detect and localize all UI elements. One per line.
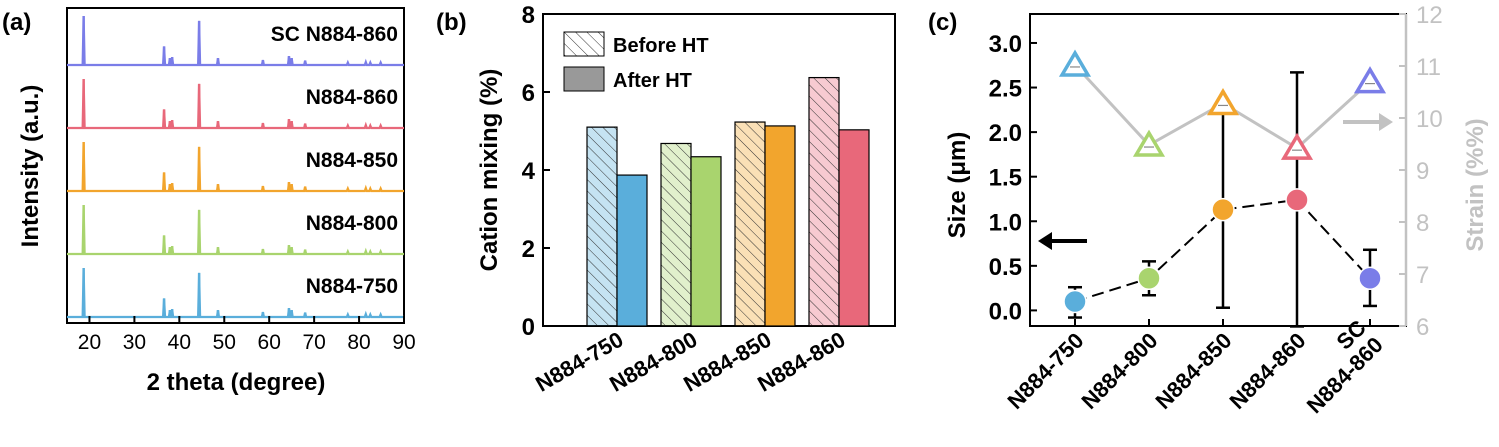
xrd-trace-5: N884-750 [67, 267, 404, 319]
legend-swatch-after [563, 66, 605, 92]
xrd-trace-1: SC N884-860 [67, 15, 404, 67]
y-tick-label: 1.0 [989, 209, 1022, 236]
panel-a-label: (a) [2, 9, 31, 36]
panel-b: (b) N884-750N884-800N884-850N884-8600246… [436, 2, 896, 397]
xrd-series-label: N884-750 [306, 275, 398, 298]
size-line [1074, 198, 1371, 303]
xrd-trace-3: N884-850 [67, 141, 404, 193]
y-tick-label: 8 [522, 2, 535, 29]
y-tick-label: 0.5 [989, 254, 1022, 281]
size-point-2 [1137, 266, 1161, 291]
size-point-5 [1358, 266, 1382, 291]
strain-point-1 [1058, 49, 1092, 77]
x-tick-label: 20 [78, 331, 101, 354]
bar-after-n884-850 [764, 125, 796, 327]
panel-a: (a) SC N884-860 N884-860 N884-850 N884-800 N… [2, 7, 416, 396]
bar-before-hatch [586, 126, 618, 327]
panel-b-ylabel: Cation mixing (%) [476, 69, 503, 272]
y2-tick-label: 11 [1416, 54, 1441, 81]
y2-tick-label: 12 [1416, 2, 1443, 29]
y-tick-label: 2.0 [989, 120, 1022, 147]
bar-after-n884-860 [838, 129, 870, 327]
size-point-4 [1285, 188, 1309, 212]
y-tick-label: 0 [522, 314, 535, 341]
y-tick-label: 2 [522, 236, 535, 263]
category-label: SCN884-860 [1285, 315, 1388, 418]
panel-a-xlabel: 2 theta (degree) [147, 369, 326, 396]
category-label: N884-750 [1003, 328, 1089, 414]
y-tick-label: 6 [522, 80, 535, 107]
panel-a-traces: SC N884-860 N884-860 N884-850 N884-800 N884-… [67, 15, 404, 319]
bar-before-hatch [660, 142, 692, 327]
xrd-series-label: SC N884-860 [271, 23, 398, 46]
strain-point-3 [1206, 88, 1240, 116]
xrd-trace-2: N884-860 [67, 78, 404, 130]
strain-point-2 [1132, 129, 1166, 157]
panel-a-frame [66, 7, 405, 324]
x-tick-label: 80 [347, 331, 370, 354]
bar-after-n884-750 [616, 174, 648, 327]
panel-c-y2label: Strain (%%) [1462, 118, 1489, 251]
x-tick-label: 50 [213, 331, 236, 354]
panel-a-ticks: 20 30 40 50 60 70 80 90 [78, 316, 416, 354]
category-label: N884-860 [1225, 328, 1311, 414]
strain-point-5 [1353, 66, 1387, 94]
panel-b-legend: Before HT After HT [563, 31, 709, 92]
bar-before-hatch [734, 121, 766, 327]
bar-after-n884-800 [690, 156, 722, 327]
category-label: N884-850 [1151, 328, 1237, 414]
y-tick-label: 2.5 [989, 76, 1022, 103]
y2-tick-label: 7 [1416, 262, 1429, 289]
xrd-series-label: N884-860 [306, 86, 398, 109]
y-tick-label: 3.0 [989, 31, 1022, 58]
y-tick-label: 0.0 [989, 298, 1022, 325]
panel-c-frame [1029, 13, 1407, 327]
panel-c-label: (c) [928, 9, 957, 36]
xrd-series-label: N884-800 [306, 212, 398, 235]
strain-point-4 [1280, 132, 1314, 160]
legend-label-after: After HT [613, 70, 692, 92]
x-tick-label: 40 [168, 331, 191, 354]
xrd-series-label: N884-850 [306, 149, 398, 172]
y2-tick-label: 10 [1416, 106, 1443, 133]
bar-before-hatch [808, 76, 840, 327]
left-axis-arrow [1038, 232, 1087, 250]
xrd-trace-4: N884-800 [67, 204, 404, 256]
x-tick-label: 60 [258, 331, 281, 354]
y2-tick-label: 6 [1416, 314, 1429, 341]
panel-c: (c) 0.0 0.5 1.0 1.5 2.0 2.5 3.0 6 7 8 9 10 11 12 N884-… [928, 2, 1489, 418]
size-point-3 [1211, 197, 1235, 222]
panel-c-ylabel: Size (μm) [944, 132, 971, 239]
x-tick-label: 90 [392, 331, 415, 354]
legend-label-before: Before HT [613, 35, 709, 57]
right-axis-arrow [1343, 113, 1393, 131]
y-tick-label: 1.5 [989, 165, 1022, 192]
y2-tick-label: 9 [1416, 158, 1429, 185]
panel-a-ylabel: Intensity (a.u.) [17, 85, 44, 248]
y2-tick-label: 8 [1416, 210, 1429, 237]
x-tick-label: 30 [123, 331, 146, 354]
y-tick-label: 4 [522, 158, 536, 185]
size-point-1 [1063, 289, 1087, 314]
legend-swatch-before [563, 31, 605, 57]
panel-c-series [1058, 49, 1387, 328]
panel-b-label: (b) [436, 9, 467, 36]
x-tick-label: 70 [302, 331, 325, 354]
panel-b-bars [586, 76, 870, 327]
category-label: N884-800 [1077, 328, 1163, 414]
